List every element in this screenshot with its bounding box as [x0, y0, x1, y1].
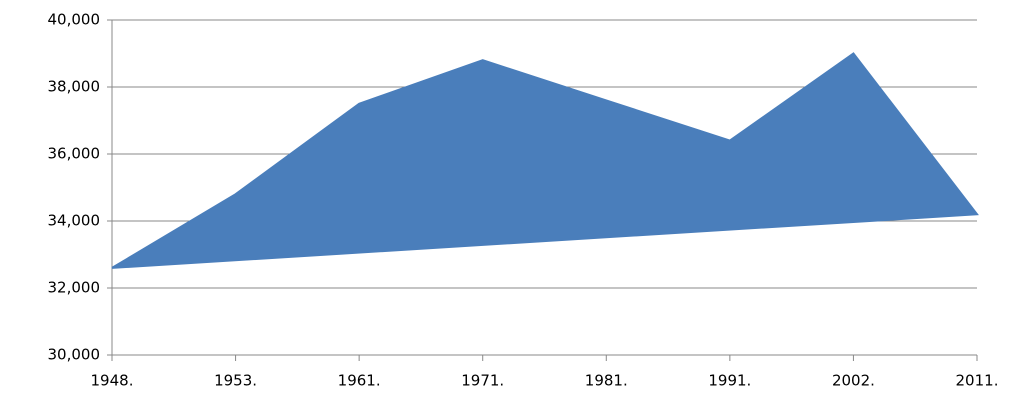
y-tick-label: 30,000: [48, 346, 101, 364]
x-tick-label: 1948.: [91, 372, 134, 390]
x-tick-label: 1953.: [214, 372, 257, 390]
y-tick-label: 38,000: [48, 78, 101, 96]
area: [111, 52, 979, 269]
y-tick-label: 32,000: [48, 279, 101, 297]
y-tick-label: 34,000: [48, 212, 101, 230]
x-tick-label: 2011.: [956, 372, 999, 390]
y-tick-label: 36,000: [48, 145, 101, 163]
x-tick-label: 1981.: [585, 372, 628, 390]
y-tick-label: 40,000: [48, 11, 101, 29]
x-tick-label: 1971.: [461, 372, 504, 390]
x-tick-label: 1991.: [708, 372, 751, 390]
x-tick-label: 2002.: [832, 372, 875, 390]
x-tick-label: 1961.: [338, 372, 381, 390]
